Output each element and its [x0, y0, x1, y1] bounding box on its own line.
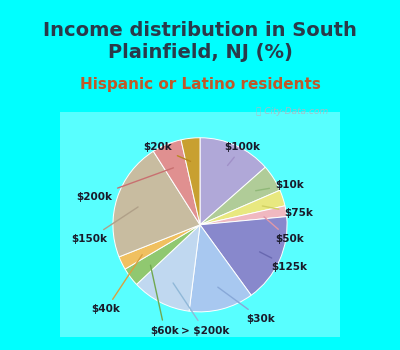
Wedge shape	[136, 225, 200, 311]
Wedge shape	[181, 138, 200, 225]
Text: > $200k: > $200k	[173, 283, 229, 336]
Wedge shape	[189, 225, 251, 312]
Wedge shape	[125, 225, 200, 285]
Text: Income distribution in South
Plainfield, NJ (%): Income distribution in South Plainfield,…	[43, 21, 357, 62]
Text: $125k: $125k	[260, 252, 307, 272]
Wedge shape	[200, 138, 265, 225]
Wedge shape	[153, 140, 200, 225]
Wedge shape	[200, 167, 280, 225]
Wedge shape	[200, 217, 287, 295]
Text: $10k: $10k	[256, 180, 304, 191]
Wedge shape	[113, 151, 200, 257]
Wedge shape	[200, 190, 285, 225]
Text: $200k: $200k	[76, 168, 173, 202]
Text: $75k: $75k	[262, 206, 313, 218]
Text: $20k: $20k	[143, 142, 190, 161]
Wedge shape	[119, 225, 200, 269]
Bar	[60, 112, 340, 337]
Text: $150k: $150k	[72, 207, 138, 244]
Text: $30k: $30k	[218, 287, 276, 324]
Text: $60k: $60k	[150, 265, 179, 336]
Text: $50k: $50k	[264, 217, 304, 244]
Text: Hispanic or Latino residents: Hispanic or Latino residents	[80, 77, 320, 92]
Wedge shape	[200, 206, 287, 225]
Text: ⓘ City-Data.com: ⓘ City-Data.com	[256, 107, 328, 116]
Text: $100k: $100k	[224, 142, 260, 166]
Text: $40k: $40k	[92, 255, 142, 314]
